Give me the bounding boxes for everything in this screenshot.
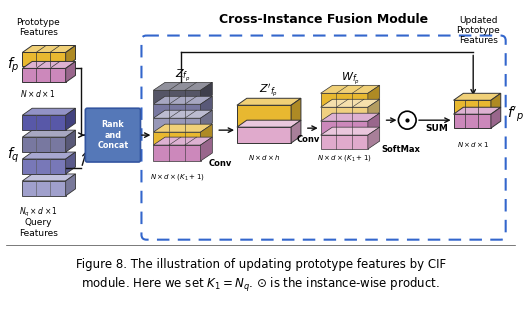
Polygon shape — [368, 127, 379, 149]
Polygon shape — [320, 85, 379, 93]
Text: module. Here we set $K_1 = N_q$. $\odot$ is the instance-wise product.: module. Here we set $K_1 = N_q$. $\odot$… — [81, 276, 440, 294]
Polygon shape — [66, 174, 75, 196]
Polygon shape — [491, 107, 501, 128]
Polygon shape — [237, 127, 291, 143]
Polygon shape — [200, 124, 212, 145]
Polygon shape — [153, 132, 200, 145]
Text: $N\times d\times(K_1+1)$: $N\times d\times(K_1+1)$ — [150, 172, 204, 182]
Polygon shape — [454, 93, 501, 100]
Polygon shape — [320, 93, 368, 106]
Polygon shape — [237, 98, 301, 105]
Polygon shape — [200, 110, 212, 131]
Polygon shape — [200, 96, 212, 117]
Polygon shape — [22, 174, 75, 181]
Polygon shape — [320, 107, 368, 120]
Polygon shape — [320, 135, 368, 149]
Text: Prototype
Features: Prototype Features — [16, 18, 60, 37]
Text: $N\times d\times 1$: $N\times d\times 1$ — [457, 140, 490, 149]
Text: SoftMax: SoftMax — [382, 145, 421, 154]
Polygon shape — [200, 82, 212, 103]
Polygon shape — [237, 120, 301, 127]
Polygon shape — [153, 118, 200, 131]
Polygon shape — [368, 85, 379, 106]
Polygon shape — [291, 120, 301, 143]
Polygon shape — [291, 98, 301, 127]
Polygon shape — [454, 114, 491, 128]
Polygon shape — [22, 159, 66, 174]
Polygon shape — [153, 137, 212, 145]
Polygon shape — [153, 90, 200, 103]
Polygon shape — [237, 105, 291, 127]
Polygon shape — [22, 45, 75, 52]
Polygon shape — [153, 96, 212, 104]
Text: Figure 8. The illustration of updating prototype features by CIF: Figure 8. The illustration of updating p… — [75, 258, 446, 271]
Polygon shape — [153, 110, 212, 118]
Text: Conv: Conv — [297, 135, 320, 144]
Polygon shape — [22, 137, 66, 152]
Polygon shape — [320, 99, 379, 107]
Polygon shape — [22, 108, 75, 115]
Text: Rank
and
Concat: Rank and Concat — [97, 120, 129, 150]
Polygon shape — [454, 100, 491, 114]
Polygon shape — [22, 61, 75, 68]
Text: Query: Query — [24, 218, 52, 227]
Polygon shape — [22, 68, 66, 82]
Polygon shape — [320, 113, 379, 121]
Text: $f_q$: $f_q$ — [7, 146, 20, 165]
Polygon shape — [368, 113, 379, 135]
FancyBboxPatch shape — [85, 108, 141, 162]
Polygon shape — [491, 93, 501, 114]
Polygon shape — [320, 127, 379, 135]
Text: $N_q\times d\times 1$: $N_q\times d\times 1$ — [18, 206, 57, 219]
Text: $f'_p$: $f'_p$ — [506, 104, 524, 124]
Text: $N\times d\times(K_1+1)$: $N\times d\times(K_1+1)$ — [317, 153, 372, 163]
Polygon shape — [153, 82, 212, 90]
Polygon shape — [22, 52, 66, 66]
Text: Features: Features — [18, 229, 57, 238]
Text: Conv: Conv — [208, 159, 232, 167]
Polygon shape — [368, 99, 379, 120]
Text: Updated
Prototype
Features: Updated Prototype Features — [456, 16, 500, 45]
Polygon shape — [153, 104, 200, 117]
Polygon shape — [22, 115, 66, 130]
Polygon shape — [320, 121, 368, 135]
Text: Cross-Instance Fusion Module: Cross-Instance Fusion Module — [219, 13, 428, 26]
Text: $Z'_{f_p}$: $Z'_{f_p}$ — [259, 83, 278, 100]
Polygon shape — [22, 130, 75, 137]
Text: SUM: SUM — [425, 124, 448, 133]
Text: $Z_{f_p}$: $Z_{f_p}$ — [175, 68, 191, 84]
Polygon shape — [66, 45, 75, 66]
Text: $f_p$: $f_p$ — [7, 56, 20, 75]
Polygon shape — [153, 145, 200, 161]
Text: $N\times d\times h$: $N\times d\times h$ — [248, 153, 280, 162]
Polygon shape — [66, 130, 75, 152]
Polygon shape — [66, 108, 75, 130]
Polygon shape — [66, 61, 75, 82]
Text: $W_{f_p}$: $W_{f_p}$ — [340, 71, 359, 87]
Polygon shape — [66, 152, 75, 174]
Polygon shape — [22, 181, 66, 196]
Polygon shape — [454, 107, 501, 114]
Polygon shape — [200, 137, 212, 161]
Polygon shape — [22, 152, 75, 159]
Text: $N\times d\times 1$: $N\times d\times 1$ — [21, 88, 56, 99]
Polygon shape — [153, 124, 212, 132]
